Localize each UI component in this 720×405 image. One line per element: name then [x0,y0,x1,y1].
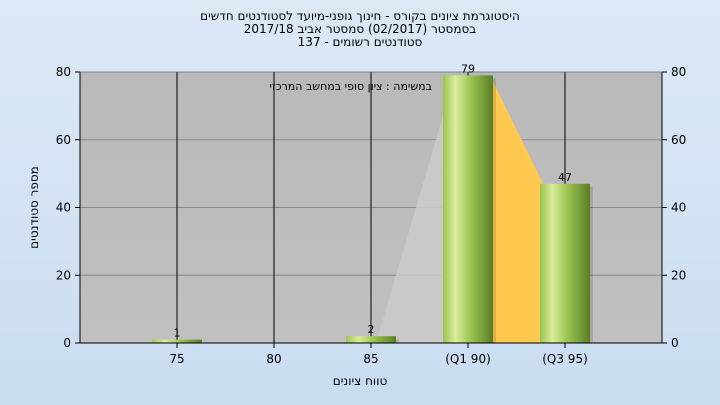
y-tick-label-left-1: 20 [56,268,71,282]
value-label-2: 2 [368,323,375,336]
quartile-area [493,81,544,343]
title-line-3: סטודנטים רשומים - 137 [297,35,423,49]
y-tick-label-left-4: 80 [56,65,71,79]
x-tick-label-4: (Q3 95) [542,352,588,366]
y-tick-label-right-2: 40 [671,201,686,215]
y-tick-label-left-3: 60 [56,133,71,147]
y-tick-label-right-0: 0 [671,336,679,350]
bar-0 [152,339,202,343]
y-tick-label-right-1: 20 [671,268,686,282]
title-line-2: בסמסטר (02/2017) סמסטר אביב 2017/18 [243,22,477,36]
x-axis-title: טווח ציונים [333,374,388,388]
x-tick-label-3: (Q1 90) [445,352,491,366]
title-line-1: היסטוגרמת ציונים בקורס - חינוך גופני-מיו… [200,9,520,23]
x-tick-label-1: 80 [266,352,281,366]
chart-annotation: במשימה : ציון סופי במחשב המרכזי [270,80,433,93]
y-tick-label-left-0: 0 [63,336,71,350]
value-label-0: 1 [174,327,181,340]
bar-3 [443,75,493,343]
bar-4 [540,183,590,343]
x-tick-label-0: 75 [169,352,184,366]
q1-area-triangle [376,116,443,343]
value-label-4: 47 [558,171,572,184]
y-tick-label-left-2: 40 [56,201,71,215]
y-axis-title: מספר סטודנטים [27,166,41,249]
y-tick-label-right-4: 80 [671,65,686,79]
y-tick-label-right-3: 60 [671,133,686,147]
x-tick-label-2: 85 [363,352,378,366]
chart-title: היסטוגרמת ציונים בקורס - חינוך גופני-מיו… [0,10,720,49]
value-label-3: 79 [461,62,475,75]
bar-2 [346,336,396,343]
